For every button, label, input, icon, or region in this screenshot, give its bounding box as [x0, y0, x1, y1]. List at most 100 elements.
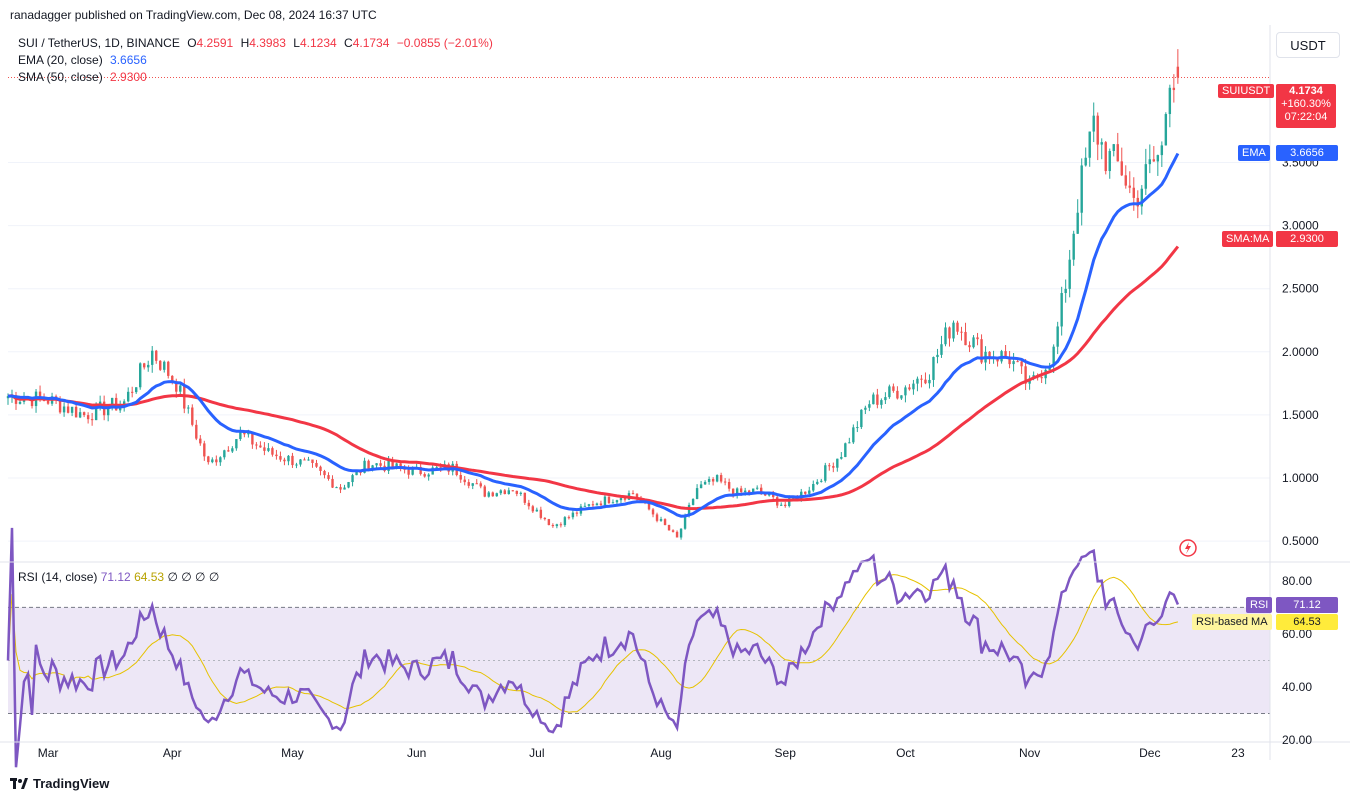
candle-body	[515, 490, 519, 494]
candle-body	[751, 488, 755, 493]
candle-body	[130, 391, 134, 393]
candle-body	[147, 364, 150, 368]
candle-body	[559, 524, 563, 526]
candle-body	[703, 481, 707, 485]
candle-body	[375, 463, 378, 466]
candle-body	[820, 480, 823, 482]
candle-body	[856, 427, 859, 429]
tradingview-logo[interactable]: TradingView	[10, 776, 109, 791]
price-tick-label: 1.5000	[1282, 408, 1319, 422]
candle-body	[603, 496, 607, 506]
candle-body	[587, 504, 591, 506]
candle-body	[311, 459, 314, 463]
ema-legend-row[interactable]: EMA (20, close) 3.6656	[18, 52, 493, 69]
time-tick-label: Nov	[1019, 746, 1040, 760]
candle-body	[1124, 175, 1127, 186]
candle-body	[836, 458, 839, 468]
candle-body	[996, 357, 999, 362]
candle-body	[62, 406, 66, 413]
candle-body	[743, 490, 747, 493]
candle-body	[319, 466, 322, 471]
candle-body	[175, 381, 178, 392]
candle-body	[379, 463, 382, 466]
candle-body	[267, 448, 270, 451]
axis-labels: 3.50003.00002.50002.00001.50001.00000.50…	[0, 25, 1350, 760]
lightning-circle	[1179, 539, 1197, 557]
candle-body	[916, 378, 919, 384]
time-tick-label: Jul	[529, 746, 544, 760]
candle-body	[824, 465, 827, 481]
candle-body	[74, 406, 78, 418]
rsi-ma-tag-label: RSI-based MA	[1192, 614, 1272, 630]
candle-body	[471, 483, 474, 486]
candle-body	[519, 492, 523, 494]
candle-body	[699, 484, 703, 489]
candle-body	[1004, 351, 1007, 358]
candle-body	[187, 407, 190, 409]
rsi-tick-label: 80.00	[1282, 574, 1312, 588]
candle-body	[279, 456, 282, 460]
currency-button[interactable]: USDT	[1276, 32, 1340, 58]
rsi-tick-label: 60.00	[1282, 627, 1312, 641]
candle-body	[1072, 233, 1075, 260]
candle-body	[347, 482, 350, 488]
candle-body	[908, 387, 911, 390]
candle-body	[167, 361, 170, 376]
candle-body	[880, 400, 883, 405]
candle-body	[86, 415, 90, 420]
candle-body	[1160, 145, 1164, 156]
time-tick-label: Sep	[775, 746, 797, 760]
candle-body	[18, 401, 22, 404]
candle-body	[663, 519, 667, 526]
ema-legend-label: EMA (20, close)	[18, 53, 103, 67]
candle-body	[371, 465, 374, 470]
candle-body	[1064, 288, 1067, 294]
candle-body	[1164, 114, 1168, 146]
candle-body	[435, 467, 438, 469]
candle-body	[952, 322, 955, 339]
tradingview-logo-icon	[10, 777, 28, 789]
candle-body	[110, 397, 114, 409]
candle-body	[788, 498, 791, 507]
candle-body	[900, 395, 903, 399]
candle-body	[904, 387, 907, 396]
candle-body	[499, 490, 502, 494]
candle-body	[1152, 159, 1156, 162]
price-tick-label: 2.0000	[1282, 345, 1319, 359]
rsi-legend[interactable]: RSI (14, close) 71.12 64.53 ∅ ∅ ∅ ∅	[18, 570, 219, 584]
candle-body	[339, 487, 342, 490]
candle-body	[715, 475, 719, 482]
candle-body	[599, 503, 603, 506]
sma-legend-row[interactable]: SMA (50, close) 2.9300	[18, 69, 493, 86]
lightning-icon[interactable]	[1179, 539, 1197, 557]
sma-tag-value: 2.9300	[1276, 231, 1338, 247]
rsi-line	[6, 527, 1180, 768]
candle-body	[78, 412, 82, 418]
price-tick-label: 2.5000	[1282, 282, 1319, 296]
candle-body	[1168, 87, 1172, 115]
candle-body	[275, 454, 278, 457]
candle-body	[527, 502, 531, 507]
candle-body	[203, 443, 206, 457]
candle-body	[956, 322, 959, 332]
candle-body	[988, 351, 991, 359]
candle-body	[335, 487, 338, 489]
candle-body	[1060, 293, 1063, 327]
symbol-row[interactable]: SUI / TetherUS, 1D, BINANCE O4.2591 H4.3…	[18, 35, 493, 52]
candle-body	[1008, 357, 1011, 365]
candle-body	[475, 483, 478, 485]
candle-body	[575, 512, 579, 514]
candle-body	[1176, 66, 1180, 78]
candle-body	[495, 493, 498, 497]
candle-body	[199, 438, 202, 444]
candle-body	[619, 498, 623, 501]
candle-body	[307, 459, 310, 461]
candle-body	[511, 490, 515, 492]
candle-body	[1108, 150, 1111, 172]
candle-body	[707, 479, 711, 482]
candle-body	[503, 490, 506, 495]
candle-body	[487, 492, 490, 497]
change-value: −0.0855 (−2.01%)	[396, 36, 493, 50]
candle-body	[343, 487, 346, 490]
